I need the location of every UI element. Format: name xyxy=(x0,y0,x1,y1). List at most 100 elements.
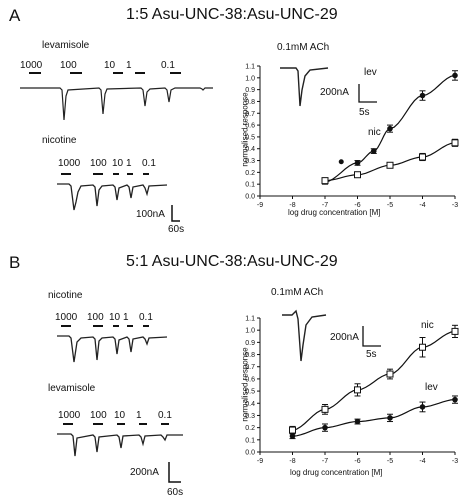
data-point xyxy=(354,418,361,425)
y-tick-label: 0.6 xyxy=(245,123,255,130)
y-tick-label: 1.1 xyxy=(245,316,255,323)
y-tick-label: 0.4 xyxy=(245,146,255,153)
panel-a-ach-trace xyxy=(280,67,329,107)
conc-label: 10 xyxy=(109,312,121,323)
series-fit-line xyxy=(292,330,456,431)
panel-b-series-label-nic: nic xyxy=(421,320,434,331)
conc-label: 1000 xyxy=(20,60,43,71)
panel-a-trace2-concentrations: 1000 100 10 1 0.1 xyxy=(58,158,208,172)
conc-label: 0.1 xyxy=(161,60,175,71)
panel-a-ach-scalebar xyxy=(358,84,377,103)
conc-label: 100 xyxy=(87,312,104,323)
y-tick-label: 0.0 xyxy=(245,450,255,457)
y-tick-label: 0.6 xyxy=(245,376,255,383)
panel-a-dose-response-chart: 0.0 0.1 0.2 0.3 0.4 0.5 0.6 0.7 0.8 0.9 1.0 1.1 -9 -8… xyxy=(245,64,459,209)
x-tick-label: -7 xyxy=(322,458,328,465)
conc-label: 1 xyxy=(126,60,132,71)
series-fit-line xyxy=(324,142,456,182)
data-point xyxy=(419,404,426,410)
data-point xyxy=(289,426,296,434)
y-tick-label: 0.9 xyxy=(245,87,255,94)
x-tick-label: -8 xyxy=(289,202,295,209)
panel-a-trace1-label: levamisole xyxy=(42,40,90,51)
y-tick-label: 0.5 xyxy=(245,389,255,396)
data-point xyxy=(354,386,361,394)
extra-data-point xyxy=(338,159,344,165)
panel-a-trace1 xyxy=(20,72,213,121)
x-tick-label: -4 xyxy=(419,458,425,465)
panel-a-scale-y: 100nA xyxy=(136,209,165,220)
panel-b-title: 5:1 Asu-UNC-38:Asu-UNC-29 xyxy=(126,253,338,270)
conc-label: 0.1 xyxy=(142,158,156,169)
data-point xyxy=(321,405,329,413)
data-point xyxy=(387,415,393,421)
x-tick-label: -6 xyxy=(354,458,360,465)
conc-label: 1000 xyxy=(58,410,81,421)
series-fit-line xyxy=(292,399,456,437)
x-tick-label: -3 xyxy=(452,202,458,209)
x-tick-label: -3 xyxy=(452,458,458,465)
panel-a-ach-scale-y: 200nA xyxy=(320,87,349,98)
data-point xyxy=(322,424,328,431)
y-tick-label: 1.0 xyxy=(245,328,255,335)
panel-a-trace1-concentrations: 1000 100 10 1 0.1 xyxy=(20,60,205,74)
panel-b-ach-label: 0.1mM ACh xyxy=(271,287,324,298)
x-tick-label: -5 xyxy=(387,202,393,209)
panel-b-ach-scalebar xyxy=(362,326,381,347)
conc-label: 100 xyxy=(60,60,77,71)
panel-b-ach-trace xyxy=(282,309,327,362)
data-point xyxy=(452,72,458,79)
panel-a-title: 1:5 Asu-UNC-38:Asu-UNC-29 xyxy=(126,6,338,23)
data-point xyxy=(386,161,394,169)
conc-label: 100 xyxy=(90,158,107,169)
y-tick-label: 0.4 xyxy=(245,401,255,408)
panel-a-scale-x: 60s xyxy=(168,224,185,235)
data-point xyxy=(354,160,361,166)
conc-label: 0.1 xyxy=(139,312,153,323)
panel-b-series-label-lev: lev xyxy=(425,382,438,393)
panel-b-trace1-concentrations: 1000 100 10 1 0.1 xyxy=(55,312,200,326)
data-point xyxy=(370,148,377,154)
data-point xyxy=(451,139,459,147)
conc-label: 1000 xyxy=(58,158,81,169)
conc-label: 100 xyxy=(90,410,107,421)
y-tick-label: 0.5 xyxy=(245,134,255,141)
panel-a-series-label-lev: lev xyxy=(364,67,377,78)
panel-a-trace2-label: nicotine xyxy=(42,135,77,146)
series-fit-line xyxy=(324,74,456,183)
data-point xyxy=(386,370,394,378)
panel-a-series-label-nic: nic xyxy=(368,127,381,138)
y-tick-label: 0.0 xyxy=(245,194,255,201)
panel-b-ach-scale-x: 5s xyxy=(366,349,377,360)
y-tick-label: 0.3 xyxy=(245,413,255,420)
x-tick-label: -4 xyxy=(419,202,425,209)
panel-a-letter: A xyxy=(9,6,21,25)
data-point xyxy=(419,153,426,161)
panel-b-letter: B xyxy=(9,253,21,272)
x-tick-label: -9 xyxy=(257,458,263,465)
y-tick-label: 1.1 xyxy=(245,64,255,71)
conc-label: 10 xyxy=(114,410,126,421)
panel-b-trace1-label: nicotine xyxy=(48,290,83,301)
panel-a-trace2 xyxy=(57,173,168,211)
x-tick-label: -9 xyxy=(257,202,263,209)
conc-label: 1 xyxy=(126,158,132,169)
panel-b-dose-response-chart: 0.0 0.1 0.2 0.3 0.4 0.5 0.6 0.7 0.8 0.9 1.0 1.1 -9 -8… xyxy=(245,316,459,465)
conc-label: 0.1 xyxy=(158,410,172,421)
panel-b-scale-x: 60s xyxy=(167,487,184,498)
panel-b-ach-scale-y: 200nA xyxy=(330,332,359,343)
data-point xyxy=(419,343,426,351)
panel-a-ach-scale-x: 5s xyxy=(359,107,370,118)
panel-b-trace2-label: levamisole xyxy=(48,383,96,394)
data-point xyxy=(354,171,361,179)
x-tick-label: -8 xyxy=(289,458,295,465)
data-point xyxy=(419,92,426,99)
panel-b-trace1 xyxy=(57,325,168,363)
conc-label: 1000 xyxy=(55,312,78,323)
panel-b-y-axis-label: normalised response xyxy=(240,347,250,422)
conc-label: 10 xyxy=(104,60,116,71)
x-tick-label: -5 xyxy=(387,458,393,465)
y-tick-label: 0.1 xyxy=(245,182,255,189)
y-tick-label: 0.8 xyxy=(245,99,255,106)
panel-b-trace2 xyxy=(57,423,183,457)
